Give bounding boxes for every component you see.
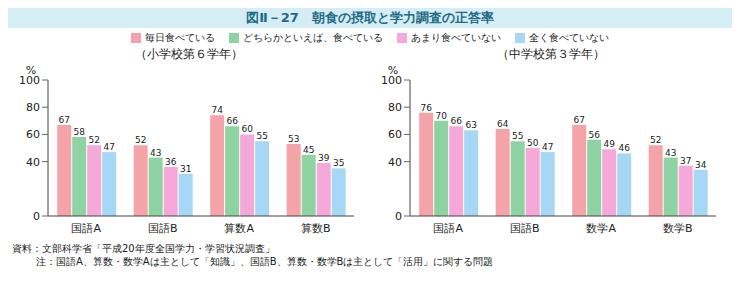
html-text:注：国語A、算数・数学Aは主として「知識」、国語B、算数・数: 注：国語A、算数・数学Aは主として「知識」、国語B、算数・数学Bは主として「活用… — [36, 256, 494, 267]
svg-text:国語A: 国語A — [71, 222, 101, 235]
svg-text:37: 37 — [680, 156, 691, 166]
svg-text:数学A: 数学A — [586, 222, 616, 235]
svg-text:63: 63 — [465, 120, 476, 130]
svg-text:100: 100 — [381, 73, 402, 87]
html-text:あまり食べていない: あまり食べていない — [411, 32, 501, 43]
html-text:どちらかといえば、食べている: どちらかといえば、食べている — [243, 32, 383, 43]
svg-text:40: 40 — [388, 156, 402, 169]
svg-text:34: 34 — [695, 160, 707, 170]
svg-text:46: 46 — [618, 143, 630, 153]
svg-text:76: 76 — [420, 103, 432, 113]
svg-text:47: 47 — [542, 142, 553, 152]
html-text:（小学校第６学年）: （小学校第６学年） — [135, 47, 243, 61]
svg-text:60: 60 — [241, 124, 253, 134]
html-text:資料：文部科学省「平成20年度全国学力・学習状況調査」: 資料：文部科学省「平成20年度全国学力・学習状況調査」 — [12, 243, 275, 254]
svg-text:50: 50 — [527, 138, 539, 148]
html-text:毎日食べている: 毎日食べている — [145, 32, 215, 43]
svg-text:67: 67 — [58, 115, 69, 125]
html-text:全く食べていない: 全く食べていない — [529, 32, 609, 43]
svg-text:国語B: 国語B — [510, 222, 540, 235]
svg-text:0: 0 — [395, 210, 402, 223]
svg-text:74: 74 — [211, 105, 223, 115]
svg-text:算数B: 算数B — [301, 222, 331, 235]
svg-text:国語B: 国語B — [148, 222, 178, 235]
svg-text:53: 53 — [288, 134, 299, 144]
svg-text:45: 45 — [303, 145, 314, 155]
html-text:（中学校第３学年）: （中学校第３学年） — [497, 47, 605, 61]
svg-text:55: 55 — [512, 131, 523, 141]
svg-text:66: 66 — [450, 116, 462, 126]
svg-text:31: 31 — [180, 164, 191, 174]
svg-text:算数A: 算数A — [224, 222, 254, 235]
svg-text:66: 66 — [226, 116, 238, 126]
svg-text:43: 43 — [665, 148, 676, 158]
svg-text:49: 49 — [603, 139, 615, 149]
svg-text:80: 80 — [26, 101, 40, 114]
svg-text:国語A: 国語A — [433, 222, 463, 235]
svg-text:67: 67 — [573, 115, 584, 125]
svg-text:56: 56 — [588, 130, 600, 140]
svg-text:43: 43 — [150, 148, 161, 158]
svg-text:36: 36 — [165, 157, 177, 167]
svg-text:58: 58 — [73, 127, 85, 137]
svg-text:70: 70 — [435, 111, 447, 121]
svg-text:52: 52 — [135, 135, 146, 145]
svg-text:47: 47 — [103, 142, 114, 152]
svg-text:80: 80 — [388, 101, 402, 114]
svg-text:52: 52 — [88, 135, 99, 145]
svg-text:64: 64 — [497, 119, 509, 129]
svg-text:55: 55 — [256, 131, 267, 141]
svg-text:%: % — [388, 64, 398, 77]
svg-text:60: 60 — [26, 128, 40, 141]
svg-text:40: 40 — [26, 156, 40, 169]
svg-text:数学B: 数学B — [663, 222, 693, 235]
svg-text:100: 100 — [19, 73, 40, 87]
html-text:図Ⅱ－27 朝食の摂取と学力調査の正答率: 図Ⅱ－27 朝食の摂取と学力調査の正答率 — [246, 10, 494, 25]
svg-text:52: 52 — [650, 135, 661, 145]
svg-text:60: 60 — [388, 128, 402, 141]
svg-text:%: % — [26, 64, 36, 77]
svg-text:0: 0 — [33, 210, 40, 223]
svg-text:35: 35 — [333, 158, 344, 168]
svg-text:39: 39 — [318, 153, 330, 163]
